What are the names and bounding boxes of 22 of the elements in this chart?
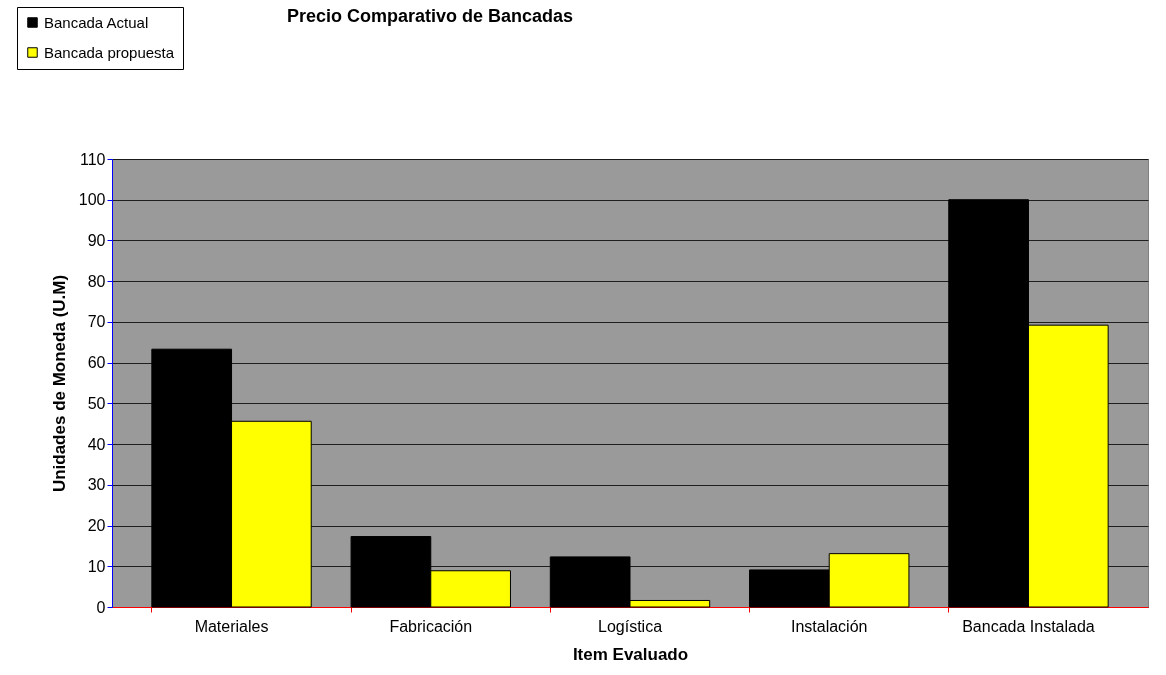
y-tick-label: 30 [87, 476, 106, 494]
y-axis-title: Unidades de Moneda (U.M) [49, 274, 69, 493]
y-tick-label: 60 [87, 354, 106, 372]
y-tick-label: 70 [87, 313, 106, 331]
x-tick-label: Instalación [790, 617, 868, 635]
y-tick-label: 20 [87, 517, 106, 535]
y-tick-label: 10 [87, 557, 106, 575]
legend-label: Bancada propuesta [44, 43, 175, 61]
x-tick-label: Fabricación [389, 617, 473, 635]
x-axis-title: Item Evaluado [572, 644, 689, 664]
y-tick-label: 110 [79, 150, 106, 168]
y-tick-label: 0 [96, 598, 106, 616]
y-tick-label: 50 [87, 394, 106, 412]
x-tick-label: Logística [597, 617, 663, 635]
x-tick-label: Bancada Instalada [962, 617, 1095, 635]
y-tick-label: 90 [87, 231, 106, 249]
y-tick-label: 100 [78, 191, 106, 209]
x-tick-label: Materiales [194, 617, 269, 635]
legend-label: Bancada Actual [44, 13, 149, 31]
y-tick-label: 40 [87, 435, 106, 453]
chart-title: Precio Comparativo de Bancadas [286, 6, 574, 26]
y-tick-label: 80 [87, 272, 106, 290]
